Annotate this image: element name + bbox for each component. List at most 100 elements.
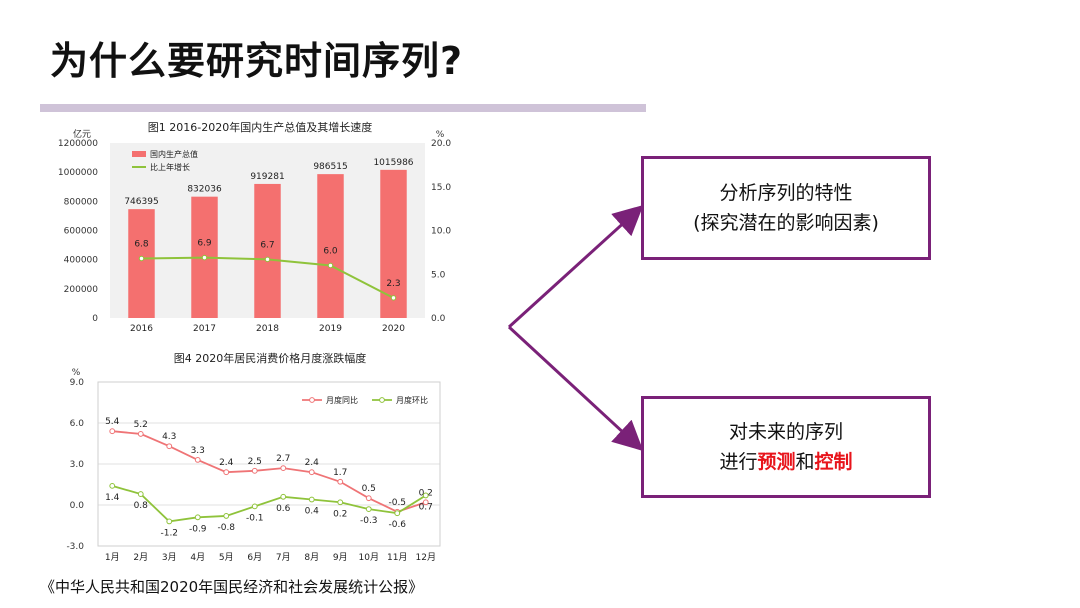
gdp-x-tick: 2020 xyxy=(382,324,405,334)
cpi-yoy-label: 5.2 xyxy=(134,420,148,430)
cpi-mom-label: 0.8 xyxy=(134,501,149,511)
cpi-y-tick: 0.0 xyxy=(70,501,85,511)
cpi-x-tick: 12月 xyxy=(416,552,436,563)
cpi-plot-frame xyxy=(97,381,441,547)
gdp-bar-label: 832036 xyxy=(187,185,222,195)
gdp-x-tick: 2019 xyxy=(319,324,342,334)
cpi-x-tick: 11月 xyxy=(387,552,407,563)
title-underline xyxy=(40,104,646,112)
gdp-x-tick: 2018 xyxy=(256,324,279,334)
forecast-line2: 进行预测和控制 xyxy=(719,447,852,477)
cpi-mom-point xyxy=(365,506,372,513)
arrow-down xyxy=(507,325,644,452)
gdp-left-tick: 1200000 xyxy=(58,139,98,149)
gdp-left-tick: 1000000 xyxy=(58,168,98,178)
cpi-yoy-label: 2.5 xyxy=(248,457,262,467)
source-citation: 《中华人民共和国2020年国民经济和社会发展统计公报》 xyxy=(40,578,424,596)
gdp-right-tick: 10.0 xyxy=(431,227,451,237)
and-text: 和 xyxy=(795,451,815,473)
slide-title: 为什么要研究时间序列? xyxy=(50,39,464,83)
cpi-yoy-label: 5.4 xyxy=(105,417,120,427)
cpi-y-tick: 6.0 xyxy=(70,419,85,429)
cpi-y-tick: 9.0 xyxy=(70,378,85,388)
gdp-left-tick: 600000 xyxy=(64,227,99,237)
cpi-mom-label: -0.3 xyxy=(360,516,378,526)
gdp-growth-label: 6.8 xyxy=(134,240,149,250)
gdp-right-tick: 15.0 xyxy=(431,183,451,193)
gdp-bar xyxy=(317,174,344,318)
arrow-up xyxy=(507,204,644,329)
gdp-x-tick: 2017 xyxy=(193,324,216,334)
cpi-mom-point xyxy=(394,510,401,517)
cpi-yoy-point xyxy=(251,467,258,474)
gdp-left-tick: 0 xyxy=(92,314,98,324)
gdp-growth-label: 2.3 xyxy=(386,279,400,289)
cpi-chart-svg: 图4 2020年居民消费价格月度涨跌幅度%9.0 6.0 3.0 0.0 -3.0 1月 2… xyxy=(66,351,441,563)
forecast-box: 对未来的序列 进行预测和控制 xyxy=(641,396,931,498)
gdp-growth-point xyxy=(264,256,271,263)
cpi-yoy-point xyxy=(280,465,287,471)
cpi-mom-point xyxy=(194,514,201,521)
cpi-x-tick: 5月 xyxy=(219,552,234,563)
cpi-yoy-point xyxy=(365,495,372,502)
cpi-y-unit: % xyxy=(72,368,81,378)
cpi-yoy-label: 2.4 xyxy=(305,458,320,468)
cpi-yoy-point xyxy=(137,431,144,437)
cpi-mom-point xyxy=(251,503,258,510)
legend-bar-label: 国内生产总值 xyxy=(150,149,198,159)
cpi-y-tick: -3.0 xyxy=(66,542,84,552)
cpi-yoy-label: 3.3 xyxy=(191,446,205,456)
gdp-growth-label: 6.0 xyxy=(323,247,338,257)
cpi-mom-point xyxy=(109,482,116,489)
cpi-yoy-point xyxy=(166,443,173,450)
cpi-yoy-label: 1.7 xyxy=(333,468,347,478)
gdp-chart-title: 图1 2016-2020年国内生产总值及其增长速度 xyxy=(148,120,372,134)
cpi-x-tick: 6月 xyxy=(247,552,262,563)
legend-yoy-label: 月度同比 xyxy=(326,395,358,405)
gdp-bar-label: 1015986 xyxy=(373,158,413,168)
legend-yoy-marker xyxy=(309,397,315,403)
cpi-yoy-point xyxy=(422,499,429,506)
cpi-x-tick: 4月 xyxy=(190,552,205,563)
cpi-yoy-label: 0.5 xyxy=(362,484,376,494)
cpi-x-tick: 1月 xyxy=(105,552,120,563)
cpi-x-tick: 7月 xyxy=(276,552,291,563)
cpi-mom-label: -0.6 xyxy=(388,520,406,530)
cpi-mom-label: 0.2 xyxy=(333,509,347,519)
legend-mom-marker xyxy=(379,397,385,403)
gdp-right-tick: 5.0 xyxy=(431,270,446,280)
cpi-x-tick: 9月 xyxy=(333,552,348,563)
gdp-left-tick: 200000 xyxy=(64,285,99,295)
gdp-growth-point xyxy=(201,254,208,261)
gdp-bar xyxy=(128,209,155,318)
gdp-bar-label: 919281 xyxy=(250,172,284,182)
cpi-yoy-point xyxy=(337,478,344,485)
cpi-chart: 图4 2020年居民消费价格月度涨跌幅度% 9.0 6.0 3.0 0.0 -3.0 1月 2… xyxy=(40,348,480,566)
gdp-x-tick: 2016 xyxy=(130,324,153,334)
gdp-right-tick: 0.0 xyxy=(431,314,446,324)
cpi-mom-point xyxy=(337,499,344,506)
gdp-growth-label: 6.9 xyxy=(197,239,212,249)
predict-highlight: 预测 xyxy=(757,451,796,473)
gdp-bar-label: 986515 xyxy=(313,162,347,172)
cpi-mom-label: 0.6 xyxy=(276,504,291,514)
analyze-box: 分析序列的特性 (探究潜在的影响因素) xyxy=(641,156,931,260)
gdp-left-tick: 800000 xyxy=(64,197,99,207)
cpi-y-tick: 3.0 xyxy=(70,460,85,470)
gdp-chart: 图1 2016-2020年国内生产总值及其增长速度 亿元% 1200000 10000… xyxy=(40,115,480,345)
cpi-mom-label: -0.9 xyxy=(189,524,207,534)
cpi-mom-label: -1.2 xyxy=(160,528,178,538)
cpi-mom-label: 1.4 xyxy=(105,493,120,503)
cpi-yoy-point xyxy=(109,428,116,435)
legend-bar-swatch xyxy=(132,151,146,157)
analyze-line2: (探究潜在的影响因素) xyxy=(693,212,879,234)
gdp-right-unit: % xyxy=(436,130,445,140)
forecast-line1: 对未来的序列 xyxy=(728,421,843,443)
cpi-mom-point xyxy=(166,518,173,525)
cpi-yoy-point xyxy=(194,457,201,463)
cpi-mom-label: 0.4 xyxy=(305,507,320,517)
gdp-growth-label: 6.7 xyxy=(260,240,274,250)
cpi-chart-title: 图4 2020年居民消费价格月度涨跌幅度 xyxy=(174,351,367,365)
cpi-mom-label: -0.1 xyxy=(246,513,264,523)
